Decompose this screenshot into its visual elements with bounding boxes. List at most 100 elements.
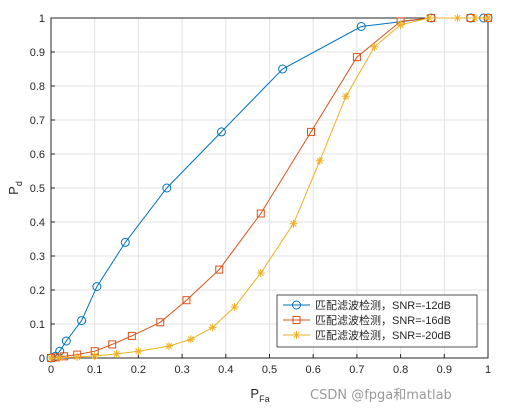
legend-label-2: 匹配滤波检测，SNR=-16dB [315, 313, 451, 327]
data-point-series-3 [396, 20, 405, 29]
legend: 匹配滤波检测，SNR=-12dB匹配滤波检测，SNR=-16dB匹配滤波检测，S… [276, 294, 478, 348]
series-line-2 [50, 17, 488, 359]
marker-star-stroke [91, 352, 98, 360]
marker-star-stroke [471, 14, 479, 22]
data-point-series-3 [370, 42, 379, 51]
data-point-series-3 [289, 219, 298, 228]
data-point-series-2 [108, 340, 117, 349]
x-tick-label: 0 [48, 364, 54, 376]
marker-circle [216, 127, 226, 137]
marker-star-stroke [165, 342, 173, 350]
x-tick-label: 0.4 [218, 364, 233, 376]
marker-circle [292, 300, 301, 310]
marker-star-stroke [135, 348, 142, 355]
y-axis-label: Pd [6, 181, 24, 195]
data-point-series-3 [47, 354, 55, 362]
y-tick-label: 0.1 [30, 319, 45, 331]
data-point-series-1 [92, 282, 102, 292]
y-tick-label: 0.9 [30, 47, 45, 59]
y-tick-label: 0.2 [30, 285, 45, 297]
data-point-series-2 [307, 127, 316, 136]
data-point-series-3 [186, 335, 195, 344]
y-tick-label: 0 [39, 353, 45, 365]
data-point-series-3 [484, 14, 492, 22]
y-tick-label: 0.7 [30, 115, 45, 127]
marker-star-stroke [371, 43, 378, 51]
data-point-series-2 [127, 331, 136, 340]
legend-box [276, 294, 478, 348]
marker-circle [162, 183, 172, 193]
marker-square [127, 331, 136, 340]
x-tick-label: 1 [485, 364, 491, 376]
marker-square [215, 265, 224, 274]
marker-star-stroke [257, 269, 264, 277]
x-tick-label: 0.8 [393, 364, 408, 376]
data-point-series-1 [216, 127, 226, 137]
data-point-series-1 [61, 336, 71, 346]
data-point-series-3 [315, 156, 324, 165]
y-tick-label: 1 [39, 13, 45, 25]
marker-star-stroke [425, 14, 433, 22]
marker-star-stroke [397, 21, 404, 28]
marker-circle [92, 282, 102, 292]
marker-square [256, 209, 265, 218]
y-tick-label: 0.5 [30, 183, 45, 195]
marker-square [292, 316, 301, 324]
data-point-series-3 [164, 342, 173, 351]
data-point-series-3 [256, 269, 265, 277]
marker-star-stroke [231, 303, 238, 311]
data-point-series-2 [182, 296, 191, 305]
x-tick-label: 0.2 [131, 364, 146, 376]
marker-circle [120, 237, 130, 247]
marker-star-stroke [47, 354, 55, 362]
data-point-series-2 [215, 265, 224, 274]
marker-square [156, 318, 165, 327]
x-tick-label: 0.5 [262, 364, 277, 376]
marker-star-stroke [209, 324, 216, 331]
marker-star-stroke [454, 14, 461, 22]
x-axis-label: PFa [250, 386, 269, 404]
legend-marker-3 [292, 331, 301, 339]
marker-star-stroke [290, 220, 297, 227]
marker-circle [278, 64, 288, 74]
data-point-series-1 [278, 64, 288, 74]
marker-star-stroke [316, 157, 323, 164]
data-point-series-3 [90, 351, 99, 360]
data-point-series-1 [77, 316, 87, 326]
x-tick-label: 0.9 [437, 364, 452, 376]
data-point-series-2 [352, 53, 361, 62]
data-point-series-1 [120, 237, 130, 247]
data-point-series-3 [341, 92, 350, 101]
data-point-series-2 [156, 318, 165, 327]
marker-star-stroke [293, 331, 300, 339]
marker-circle [61, 336, 71, 346]
x-tick-label: 0.7 [349, 364, 364, 376]
marker-circle [77, 316, 87, 326]
y-tick-label: 0.8 [30, 81, 45, 93]
marker-star-stroke [342, 93, 350, 100]
data-point-series-3 [134, 347, 143, 356]
marker-star-stroke [74, 353, 81, 361]
marker-star-stroke [187, 336, 194, 343]
data-point-series-3 [453, 14, 462, 22]
data-point-series-3 [208, 323, 217, 332]
data-point-series-1 [162, 183, 172, 193]
legend-label-1: 匹配滤波检测，SNR=-12dB [315, 298, 451, 312]
marker-star-stroke [113, 350, 120, 358]
marker-square [352, 53, 361, 62]
y-tick-label: 0.4 [30, 217, 45, 229]
x-tick-label: 0.3 [174, 364, 189, 376]
axis-ticks: 0 0.1 0.2 0.3 0.4 0.5 0.6 0.7 0.8 0.9 1 0 0.1 0.2 0.3 0… [30, 13, 491, 376]
marker-circle [356, 22, 366, 31]
marker-square [108, 340, 117, 349]
watermark-text: CSDN @fpga和matlab [310, 388, 452, 403]
legend-marker-2 [292, 316, 301, 324]
data-point-series-3 [112, 349, 121, 358]
legend-label-3: 匹配滤波检测，SNR=-20dB [315, 328, 451, 342]
x-tick-label: 0.1 [87, 364, 102, 376]
data-point-series-3 [230, 303, 239, 311]
marker-square [182, 296, 191, 305]
marker-star-stroke [56, 354, 63, 361]
data-point-series-2 [256, 209, 265, 218]
